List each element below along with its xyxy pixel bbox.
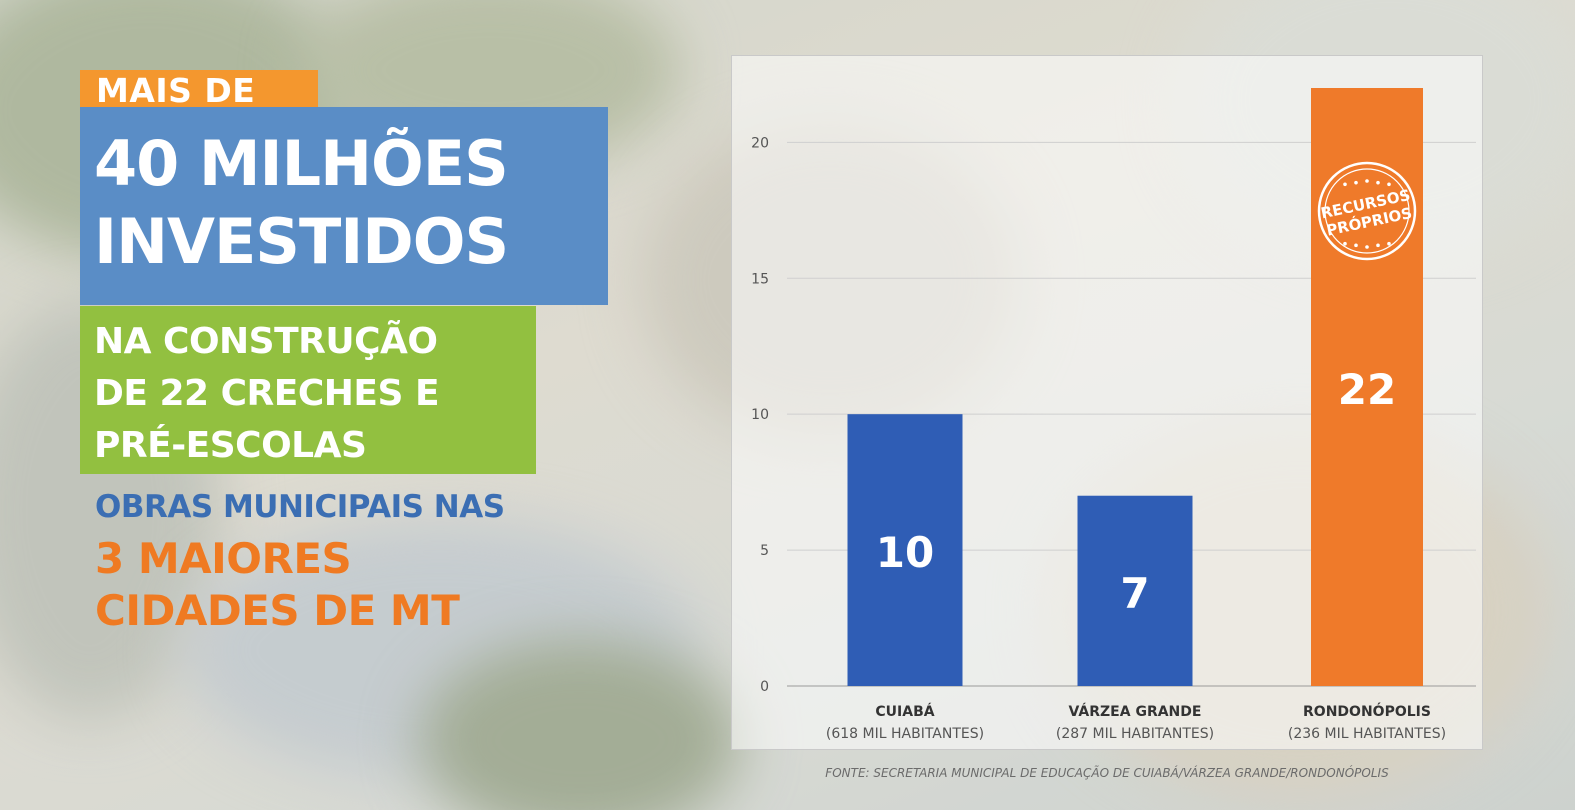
category-sublabel: (618 MIL HABITANTES) xyxy=(826,726,984,742)
headline-green-line-3: PRÉ-ESCOLAS xyxy=(94,425,367,466)
data-label: 22 xyxy=(1338,365,1396,414)
y-tick-label: 20 xyxy=(751,135,769,151)
subheading-orange-line-2: CIDADES DE MT xyxy=(95,586,460,635)
bar-chart: 0 5 10 15 20 10 CUIABÁ (618 MIL HABITANTES) 7 VÁR… xyxy=(751,88,1476,742)
y-tick-label: 10 xyxy=(751,407,769,423)
data-label: 7 xyxy=(1120,569,1149,618)
stamp-star-icon xyxy=(1387,241,1391,246)
headline-tag-green: NA CONSTRUÇÃO DE 22 CRECHES E PRÉ-ESCOLA… xyxy=(80,306,536,474)
headline-amount: 40 MILHÕES xyxy=(94,127,509,200)
stamp-star-icon xyxy=(1376,243,1380,248)
stamp-star-icon xyxy=(1354,243,1358,248)
stamp-star-icon xyxy=(1343,182,1347,187)
bar-1 xyxy=(847,414,963,686)
subheading-blue: OBRAS MUNICIPAIS NAS xyxy=(95,489,505,525)
source-note: FONTE: SECRETARIA MUNICIPAL DE EDUCAÇÃO … xyxy=(825,766,1389,780)
headline-tag-blue: 40 MILHÕES INVESTIDOS xyxy=(80,107,608,305)
y-tick-label: 15 xyxy=(751,271,769,287)
category-label: CUIABÁ xyxy=(875,703,934,720)
y-tick-label: 5 xyxy=(760,543,769,559)
stamp-star-icon xyxy=(1343,241,1347,246)
headline-invested: INVESTIDOS xyxy=(94,205,509,278)
bar-2 xyxy=(1077,495,1193,686)
stamp-star-icon xyxy=(1376,180,1380,185)
stamp-star-icon xyxy=(1387,182,1391,187)
stamp-inner-ring xyxy=(1324,168,1410,254)
y-tick-label: 0 xyxy=(760,679,769,695)
headline-tag-orange: MAIS DE xyxy=(80,70,318,110)
headline-green-line-2: DE 22 CRECHES E xyxy=(94,373,440,414)
category-label: VÁRZEA GRANDE xyxy=(1069,703,1202,720)
stamp-star-icon xyxy=(1365,245,1369,249)
category-sublabel: (287 MIL HABITANTES) xyxy=(1056,726,1214,742)
chart-panel: 0 5 10 15 20 10 CUIABÁ (618 MIL HABITANTES) 7 VÁR… xyxy=(731,55,1483,750)
bar-3 xyxy=(1311,88,1423,686)
stamp-star-icon xyxy=(1365,179,1369,183)
stamp-ring xyxy=(1317,161,1417,261)
headline-green-line-1: NA CONSTRUÇÃO xyxy=(94,321,438,362)
stamp-star-icon xyxy=(1354,180,1358,185)
category-sublabel: (236 MIL HABITANTES) xyxy=(1288,726,1446,742)
subheading-orange-line-1: 3 MAIORES xyxy=(95,534,352,583)
category-label: RONDONÓPOLIS xyxy=(1303,702,1431,720)
data-label: 10 xyxy=(876,528,934,577)
